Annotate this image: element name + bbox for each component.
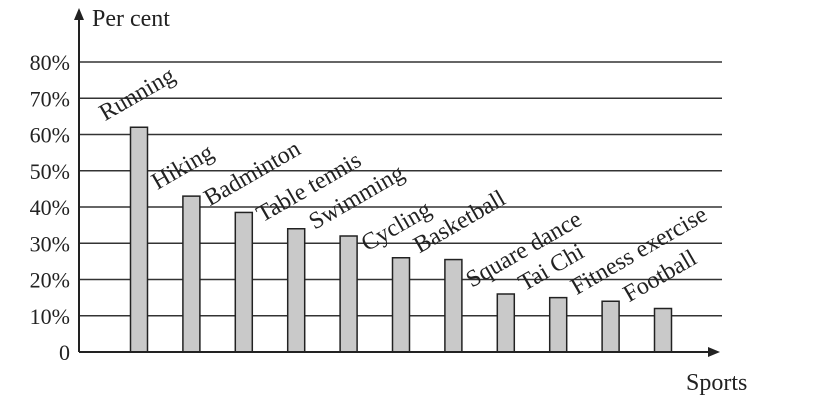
y-tick-labels: 0 10% 20% 30% 40% 50% 60% 70% 80% [30, 50, 70, 365]
bar [496, 293, 516, 353]
y-tick-label: 50% [30, 159, 70, 184]
y-tick-label: 0 [59, 340, 70, 365]
y-axis-title: Per cent [92, 6, 170, 32]
bar [653, 307, 673, 353]
y-tick-label: 30% [30, 231, 70, 256]
bar [339, 235, 358, 353]
y-tick-label: 70% [30, 86, 70, 111]
y-tick-label: 10% [30, 304, 70, 329]
y-tick-label: 60% [30, 123, 70, 148]
y-tick-label: 80% [30, 50, 70, 75]
bar [182, 195, 201, 353]
bar [601, 300, 620, 353]
y-tick-label: 20% [30, 268, 70, 293]
bar [286, 228, 306, 353]
bar [548, 296, 568, 353]
bar [444, 258, 463, 353]
category-label: Running [95, 63, 180, 127]
axes [74, 8, 720, 357]
bar [391, 257, 411, 353]
y-tick-label: 40% [30, 195, 70, 220]
x-axis-title: Sports [686, 370, 747, 396]
bar [234, 211, 254, 353]
x-axis-arrowhead [708, 347, 720, 357]
bar [129, 126, 149, 353]
y-axis-arrowhead [74, 8, 84, 20]
